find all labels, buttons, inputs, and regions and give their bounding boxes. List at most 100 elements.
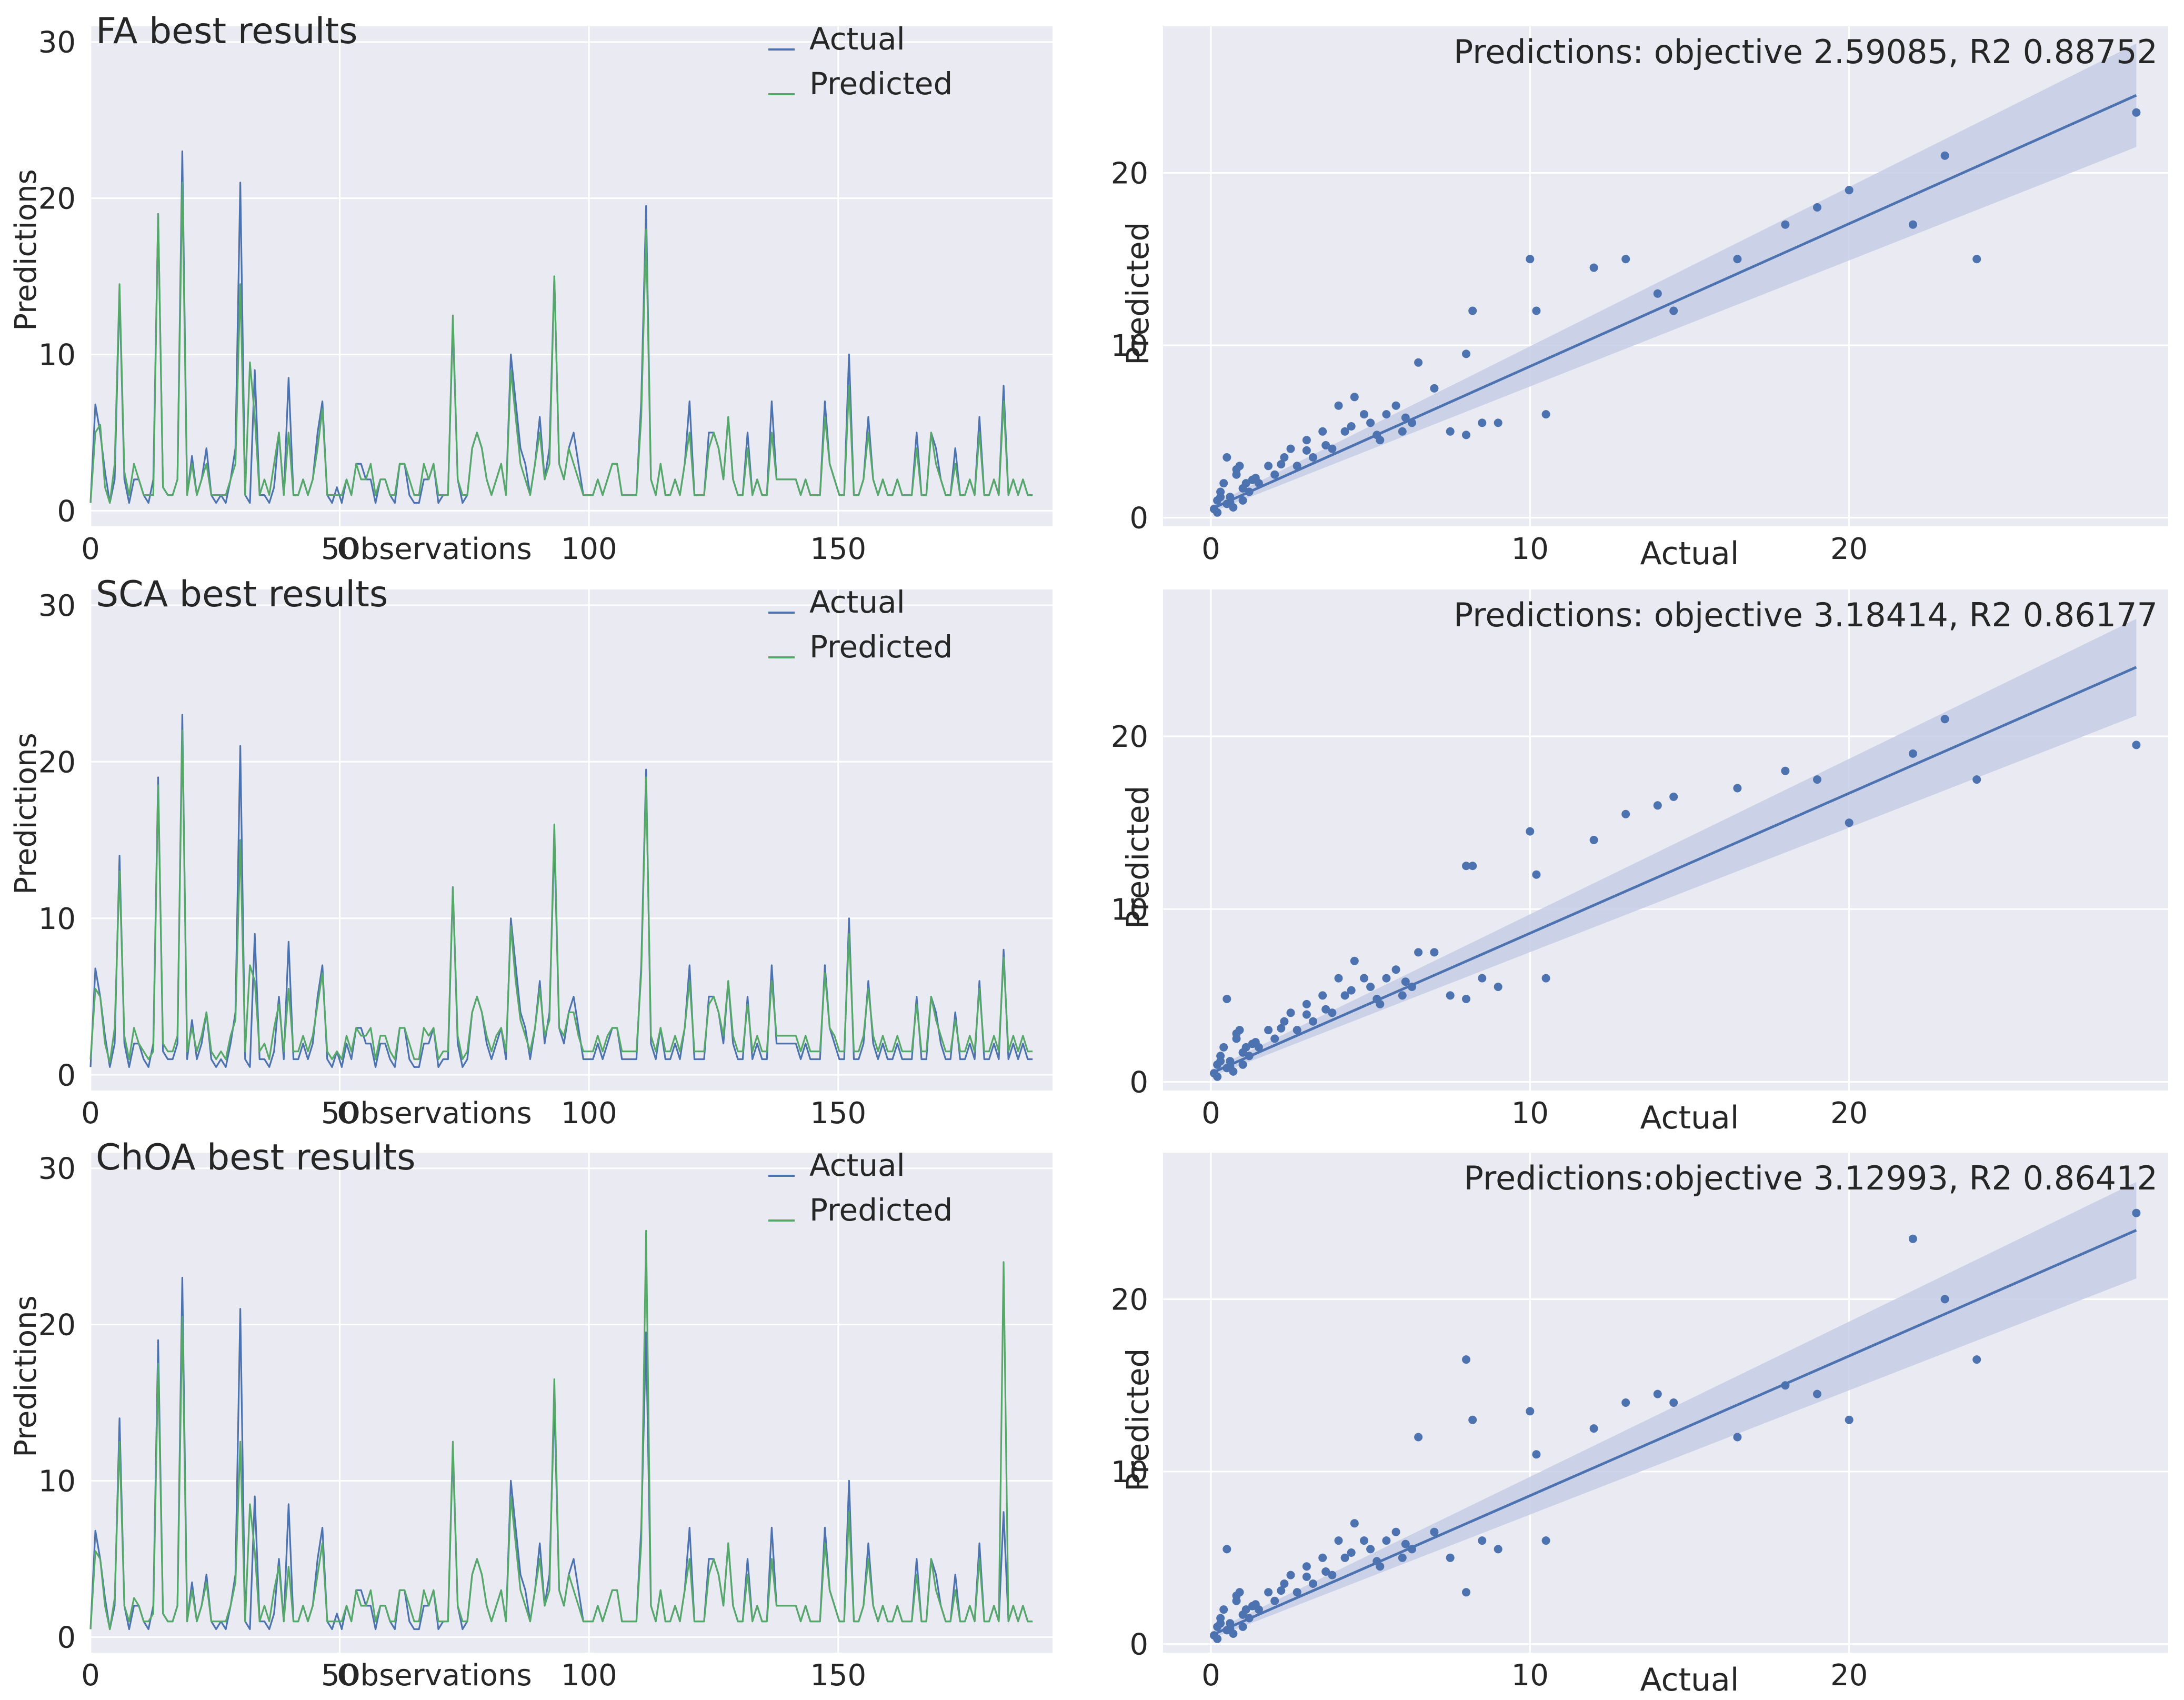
scatter-point: [1277, 1024, 1286, 1033]
scatter-point: [1318, 427, 1327, 436]
x-axis-label: Observations: [337, 1096, 532, 1131]
plot-area: [91, 1153, 1053, 1653]
scatter-point: [1264, 1026, 1273, 1035]
plot-area: [1163, 26, 2168, 526]
scatter-point: [1478, 974, 1487, 983]
scatter-point: [1223, 453, 1231, 462]
plot-area: [91, 589, 1053, 1091]
scatter-point: [1318, 991, 1327, 1000]
scatter-point: [1366, 1545, 1375, 1554]
scatter-point: [1321, 1005, 1330, 1014]
chart-title: Predictions: objective 2.59085, R2 0.887…: [1454, 33, 2158, 71]
x-axis-label: Observations: [337, 532, 532, 566]
scatter-point: [1226, 498, 1235, 507]
x-tick-label: 10: [1511, 1096, 1549, 1131]
scatter-point: [1328, 1571, 1337, 1579]
x-tick-label: 150: [810, 1096, 866, 1131]
scatter-point: [1340, 991, 1349, 1000]
scatter-point: [1238, 1610, 1247, 1619]
scatter-point: [1398, 427, 1407, 436]
scatter-point: [1401, 1539, 1410, 1548]
x-tick-label: 100: [561, 1658, 617, 1693]
scatter-point: [1360, 974, 1368, 983]
scatter-point: [1972, 255, 1981, 264]
scatter-point: [1813, 203, 1821, 212]
scatter-point: [1382, 974, 1391, 983]
scatter-point: [1223, 1545, 1231, 1554]
scatter-point: [1526, 827, 1535, 836]
scatter-point: [1251, 1600, 1260, 1609]
scatter-point: [1621, 1398, 1630, 1407]
scatter-point: [1309, 1579, 1317, 1588]
scatter-point: [1541, 974, 1550, 983]
scatter-point: [1468, 1415, 1477, 1424]
scatter-point: [1219, 1605, 1228, 1614]
scatter-point: [2132, 741, 2141, 749]
scatter-point: [1280, 453, 1289, 462]
scatter-point: [1391, 1527, 1400, 1536]
regression-line: [1210, 666, 2137, 1075]
y-tick-label: 20: [1111, 1283, 1148, 1317]
series-line-predicted: [89, 182, 1033, 504]
scatter-point: [1462, 995, 1470, 1003]
scatter-point: [1302, 1572, 1311, 1581]
plot-area: [1163, 589, 2168, 1091]
scatter-point: [1382, 1536, 1391, 1545]
scatter-point: [1293, 1026, 1301, 1035]
scatter-point: [1589, 836, 1598, 844]
scatter-point: [1408, 1545, 1416, 1554]
x-tick-label: 20: [1830, 1096, 1868, 1131]
scatter-point: [1414, 358, 1423, 367]
legend-label-actual: Actual: [809, 584, 905, 620]
y-tick-label: 20: [38, 745, 76, 779]
scatter-point: [1382, 410, 1391, 419]
scatter-point: [1541, 1536, 1550, 1545]
chart-title: Predictions: objective 3.18414, R2 0.861…: [1454, 596, 2158, 634]
series-line-predicted: [89, 729, 1033, 1064]
scatter-point: [1238, 1060, 1247, 1069]
scatter-point: [1334, 1536, 1343, 1545]
scatter-point: [1532, 1450, 1541, 1459]
scatter-point: [1238, 1048, 1247, 1057]
scatter-point: [1264, 462, 1273, 471]
chart-title: FA best results: [96, 11, 358, 52]
scatter-point: [1401, 977, 1410, 986]
scatter-point: [1468, 862, 1477, 871]
scatter-point: [1238, 1622, 1247, 1631]
scatter-point: [1430, 948, 1439, 957]
scatter-point: [1216, 1619, 1225, 1628]
x-axis-label: Actual: [1640, 535, 1739, 572]
scatter-point: [1328, 1008, 1337, 1017]
y-axis-label: Predictions: [9, 1295, 43, 1457]
scatter-chart-sca: 0 10 20 0 10 20 Predictions: objective 3.18414…: [1111, 589, 2168, 1136]
plot-area: [91, 26, 1053, 526]
scatter-point: [1478, 418, 1487, 427]
scatter-point: [1532, 870, 1541, 879]
scatter-point: [1372, 995, 1381, 1003]
legend-label-predicted: Predicted: [809, 1192, 953, 1228]
scatter-point: [1462, 431, 1470, 439]
x-tick-label: 20: [1830, 1658, 1868, 1693]
x-tick-label: 10: [1511, 532, 1549, 566]
scatter-point: [1669, 792, 1678, 801]
scatter-point: [1908, 220, 1917, 229]
legend-label-actual: Actual: [809, 21, 905, 57]
scatter-point: [1408, 983, 1416, 991]
y-tick-label: 0: [57, 1621, 76, 1655]
scatter-point: [1232, 1591, 1241, 1600]
legend-label-predicted: Predicted: [809, 629, 953, 665]
scatter-point: [1372, 431, 1381, 439]
scatter-point: [1589, 263, 1598, 272]
x-axis-label: Actual: [1640, 1662, 1739, 1698]
scatter-point: [1293, 1588, 1301, 1597]
scatter-point: [1781, 766, 1790, 775]
scatter-point: [1280, 1017, 1289, 1026]
scatter-point: [1309, 1017, 1317, 1026]
scatter-point: [1908, 1234, 1917, 1243]
confidence-band: [1211, 618, 2137, 1077]
scatter-point: [1360, 1536, 1368, 1545]
scatter-point: [1733, 255, 1742, 264]
scatter-point: [1264, 1588, 1273, 1597]
scatter-point: [1462, 862, 1470, 871]
scatter-point: [1350, 956, 1359, 965]
